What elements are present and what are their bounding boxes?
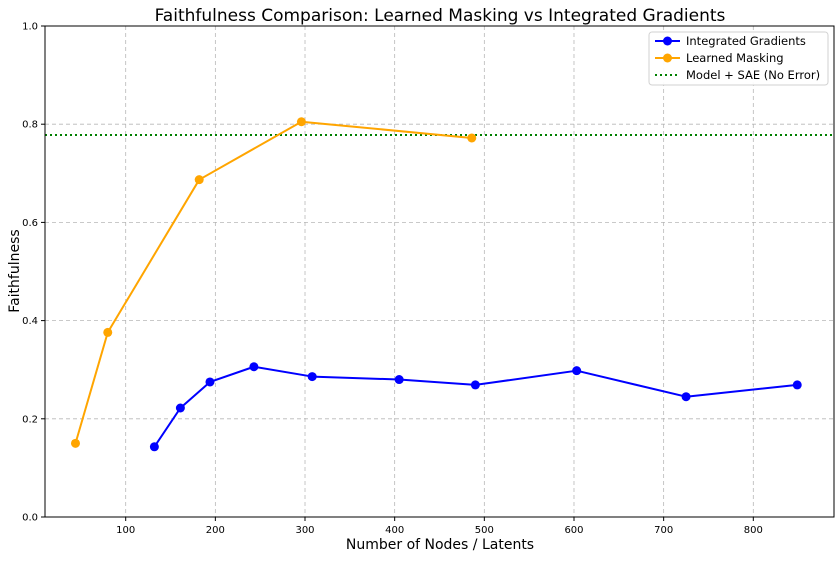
x-tick-label: 200 xyxy=(206,525,225,536)
y-tick-label: 0.0 xyxy=(22,513,38,524)
x-tick-label: 800 xyxy=(744,525,763,536)
legend-box xyxy=(648,31,829,86)
data-point-learned-masking xyxy=(467,133,477,143)
x-axis-label: Number of Nodes / Latents xyxy=(346,537,534,553)
data-point-learned-masking xyxy=(194,175,204,185)
data-point-integrated-gradients xyxy=(249,362,259,372)
data-point-integrated-gradients xyxy=(175,403,185,413)
plot-frame xyxy=(44,25,835,518)
x-tick-label: 700 xyxy=(654,525,673,536)
data-point-integrated-gradients xyxy=(394,375,404,385)
legend-label-model-sae-no-error-: Model + SAE (No Error) xyxy=(686,68,820,82)
data-point-learned-masking xyxy=(296,117,306,127)
legend-marker-integrated-gradients xyxy=(663,36,672,46)
y-axis-ticks: 0.0 0.2 0.4 0.6 0.8 1.0 xyxy=(22,22,45,524)
y-tick-label: 1.0 xyxy=(22,22,38,33)
data-point-integrated-gradients xyxy=(149,442,159,452)
data-point-integrated-gradients xyxy=(681,392,691,402)
data-point-integrated-gradients xyxy=(470,380,480,390)
x-tick-label: 300 xyxy=(295,525,314,536)
chart-title: Faithfulness Comparison: Learned Masking… xyxy=(155,6,726,26)
series-layer xyxy=(70,117,802,452)
data-point-integrated-gradients xyxy=(572,366,582,376)
y-tick-label: 0.4 xyxy=(22,316,38,327)
data-point-integrated-gradients xyxy=(205,377,215,387)
data-point-learned-masking xyxy=(70,438,80,448)
y-tick-label: 0.8 xyxy=(22,120,38,131)
x-tick-label: 100 xyxy=(116,525,135,536)
grid-layer xyxy=(45,26,834,517)
y-tick-label: 0.2 xyxy=(22,414,38,425)
legend: Integrated Gradients Learned Masking Model… xyxy=(648,31,829,86)
x-tick-label: 600 xyxy=(564,525,583,536)
y-tick-label: 0.6 xyxy=(22,218,38,229)
legend-marker-learned-masking xyxy=(663,53,672,63)
legend-label-learned-masking: Learned Masking xyxy=(686,51,784,65)
legend-label-integrated-gradients: Integrated Gradients xyxy=(686,34,806,48)
y-axis-label: Faithfulness xyxy=(7,229,23,312)
x-axis-ticks: 100 200 300 400 500 600 700 800 xyxy=(116,517,763,536)
data-point-integrated-gradients xyxy=(792,380,802,390)
x-tick-label: 500 xyxy=(475,525,494,536)
data-point-integrated-gradients xyxy=(307,372,317,382)
x-tick-label: 400 xyxy=(385,525,404,536)
series-line-integrated-gradients xyxy=(153,365,798,448)
data-point-learned-masking xyxy=(103,327,113,337)
